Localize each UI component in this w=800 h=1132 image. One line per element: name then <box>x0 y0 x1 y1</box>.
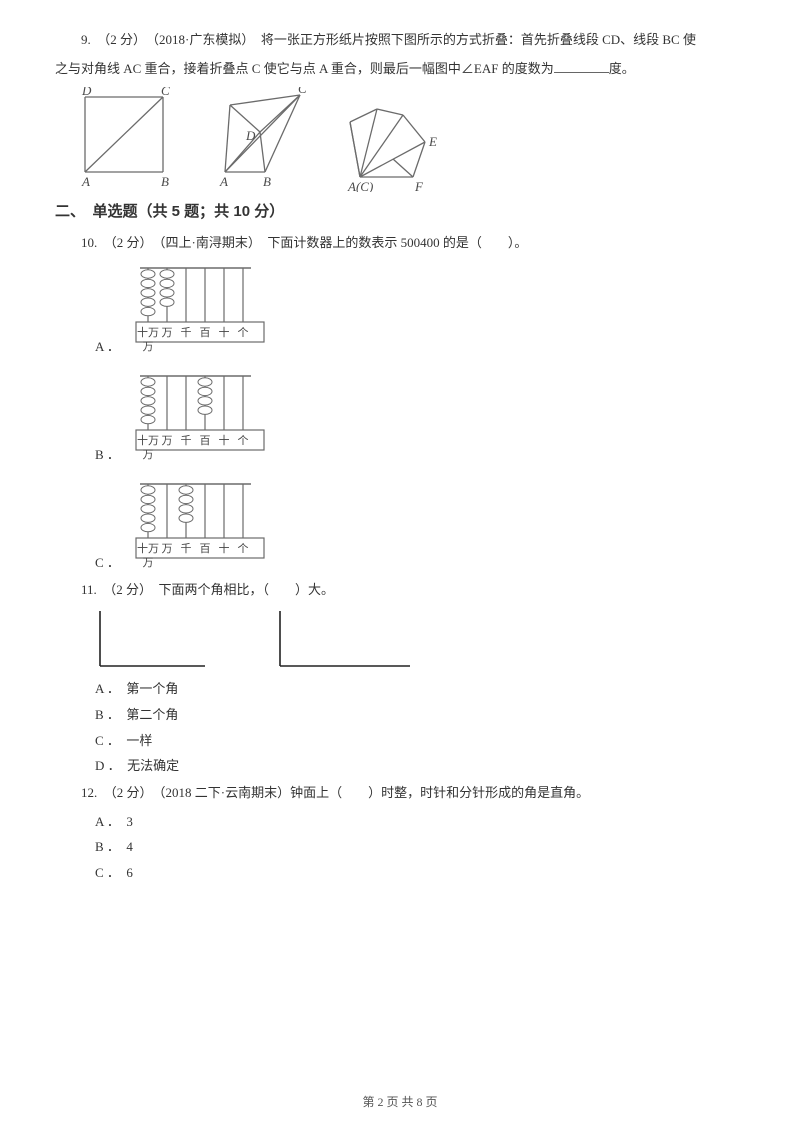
svg-text:十: 十 <box>218 433 229 447</box>
svg-text:A(C): A(C) <box>347 179 373 192</box>
q10-optA-label: A ． <box>95 335 120 360</box>
q12-optA[interactable]: A ． 3 <box>95 810 745 835</box>
q12-optC[interactable]: C ． 6 <box>95 861 745 886</box>
q10-abacus-c: 十万万千百十个万 <box>130 476 280 576</box>
q11-optC[interactable]: C ． 一样 <box>95 729 745 754</box>
svg-text:百: 百 <box>199 435 210 447</box>
svg-text:百: 百 <box>199 543 210 555</box>
q12-text: 12. （2 分） （2018 二下·云南期末）钟面上（ ）时整，时针和分针形成… <box>55 781 745 806</box>
svg-text:万: 万 <box>161 543 172 555</box>
q9-svg: D C A B A B C D A(C) F E <box>75 87 455 192</box>
svg-text:C: C <box>298 87 307 96</box>
section-2-heading: 二、 单选题（共 5 题；共 10 分） <box>55 198 745 227</box>
svg-text:A: A <box>219 174 228 189</box>
q11-text: 11. （2 分） 下面两个角相比，（ ）大。 <box>55 578 745 603</box>
q11-optA[interactable]: A ． 第一个角 <box>95 677 745 702</box>
svg-text:万: 万 <box>142 557 153 569</box>
svg-text:十万: 十万 <box>137 433 159 447</box>
q11-angle-1 <box>95 606 215 671</box>
q12-optB[interactable]: B ． 4 <box>95 835 745 860</box>
q11-angles <box>95 606 745 671</box>
svg-text:百: 百 <box>199 327 210 339</box>
svg-text:十万: 十万 <box>137 541 159 555</box>
svg-text:十: 十 <box>218 541 229 555</box>
q9-figures: D C A B A B C D A(C) F E <box>75 87 745 192</box>
q10-options: A ． 十万万千百十个万 B ． 十万万千百十个万 C ． 十万万千百十个万 <box>95 260 745 576</box>
q10-optA-row[interactable]: A ． 十万万千百十个万 <box>95 260 745 360</box>
svg-text:万: 万 <box>142 449 153 461</box>
q9-line2-text: 之与对角线 AC 重合，接着折叠点 C 使它与点 A 重合，则最后一幅图中∠EA… <box>55 61 554 76</box>
q12-options: A ． 3 B ． 4 C ． 6 <box>95 810 745 886</box>
q9-line2: 之与对角线 AC 重合，接着折叠点 C 使它与点 A 重合，则最后一幅图中∠EA… <box>55 57 745 82</box>
svg-text:千: 千 <box>180 326 191 339</box>
q10-optC-label: C ． <box>95 551 120 576</box>
q9-line1: 9. （2 分） （2018·广东模拟） 将一张正方形纸片按照下图所示的方式折叠… <box>55 28 745 53</box>
q10-optB-row[interactable]: B ． 十万万千百十个万 <box>95 368 745 468</box>
svg-text:万: 万 <box>161 327 172 339</box>
svg-text:万: 万 <box>161 435 172 447</box>
svg-text:万: 万 <box>142 341 153 353</box>
q10-abacus-a: 十万万千百十个万 <box>130 260 280 360</box>
svg-text:A: A <box>81 174 90 189</box>
q10-text: 10. （2 分） （四上·南浔期末） 下面计数器上的数表示 500400 的是… <box>55 231 745 256</box>
q9-line2-tail: 度。 <box>609 61 635 76</box>
svg-text:个: 个 <box>237 326 248 339</box>
svg-text:F: F <box>414 179 424 192</box>
q11-angle-2 <box>275 606 420 671</box>
q11-optB[interactable]: B ． 第二个角 <box>95 703 745 728</box>
q10-optC-row[interactable]: C ． 十万万千百十个万 <box>95 476 745 576</box>
svg-text:十万: 十万 <box>137 325 159 339</box>
q10-optB-label: B ． <box>95 443 120 468</box>
svg-text:千: 千 <box>180 434 191 447</box>
svg-text:十: 十 <box>218 325 229 339</box>
page-footer: 第 2 页 共 8 页 <box>0 1091 800 1114</box>
svg-text:B: B <box>161 174 169 189</box>
svg-text:E: E <box>428 134 437 149</box>
q9-blank[interactable] <box>554 59 609 73</box>
svg-text:个: 个 <box>237 434 248 447</box>
svg-text:D: D <box>245 128 256 143</box>
q11-options: A ． 第一个角 B ． 第二个角 C ． 一样 D ． 无法确定 <box>95 677 745 779</box>
svg-text:D: D <box>81 87 92 98</box>
q11-optD[interactable]: D ． 无法确定 <box>95 754 745 779</box>
svg-text:千: 千 <box>180 542 191 555</box>
svg-text:C: C <box>161 87 170 98</box>
svg-text:个: 个 <box>237 542 248 555</box>
q10-abacus-b: 十万万千百十个万 <box>130 368 280 468</box>
svg-text:B: B <box>263 174 271 189</box>
